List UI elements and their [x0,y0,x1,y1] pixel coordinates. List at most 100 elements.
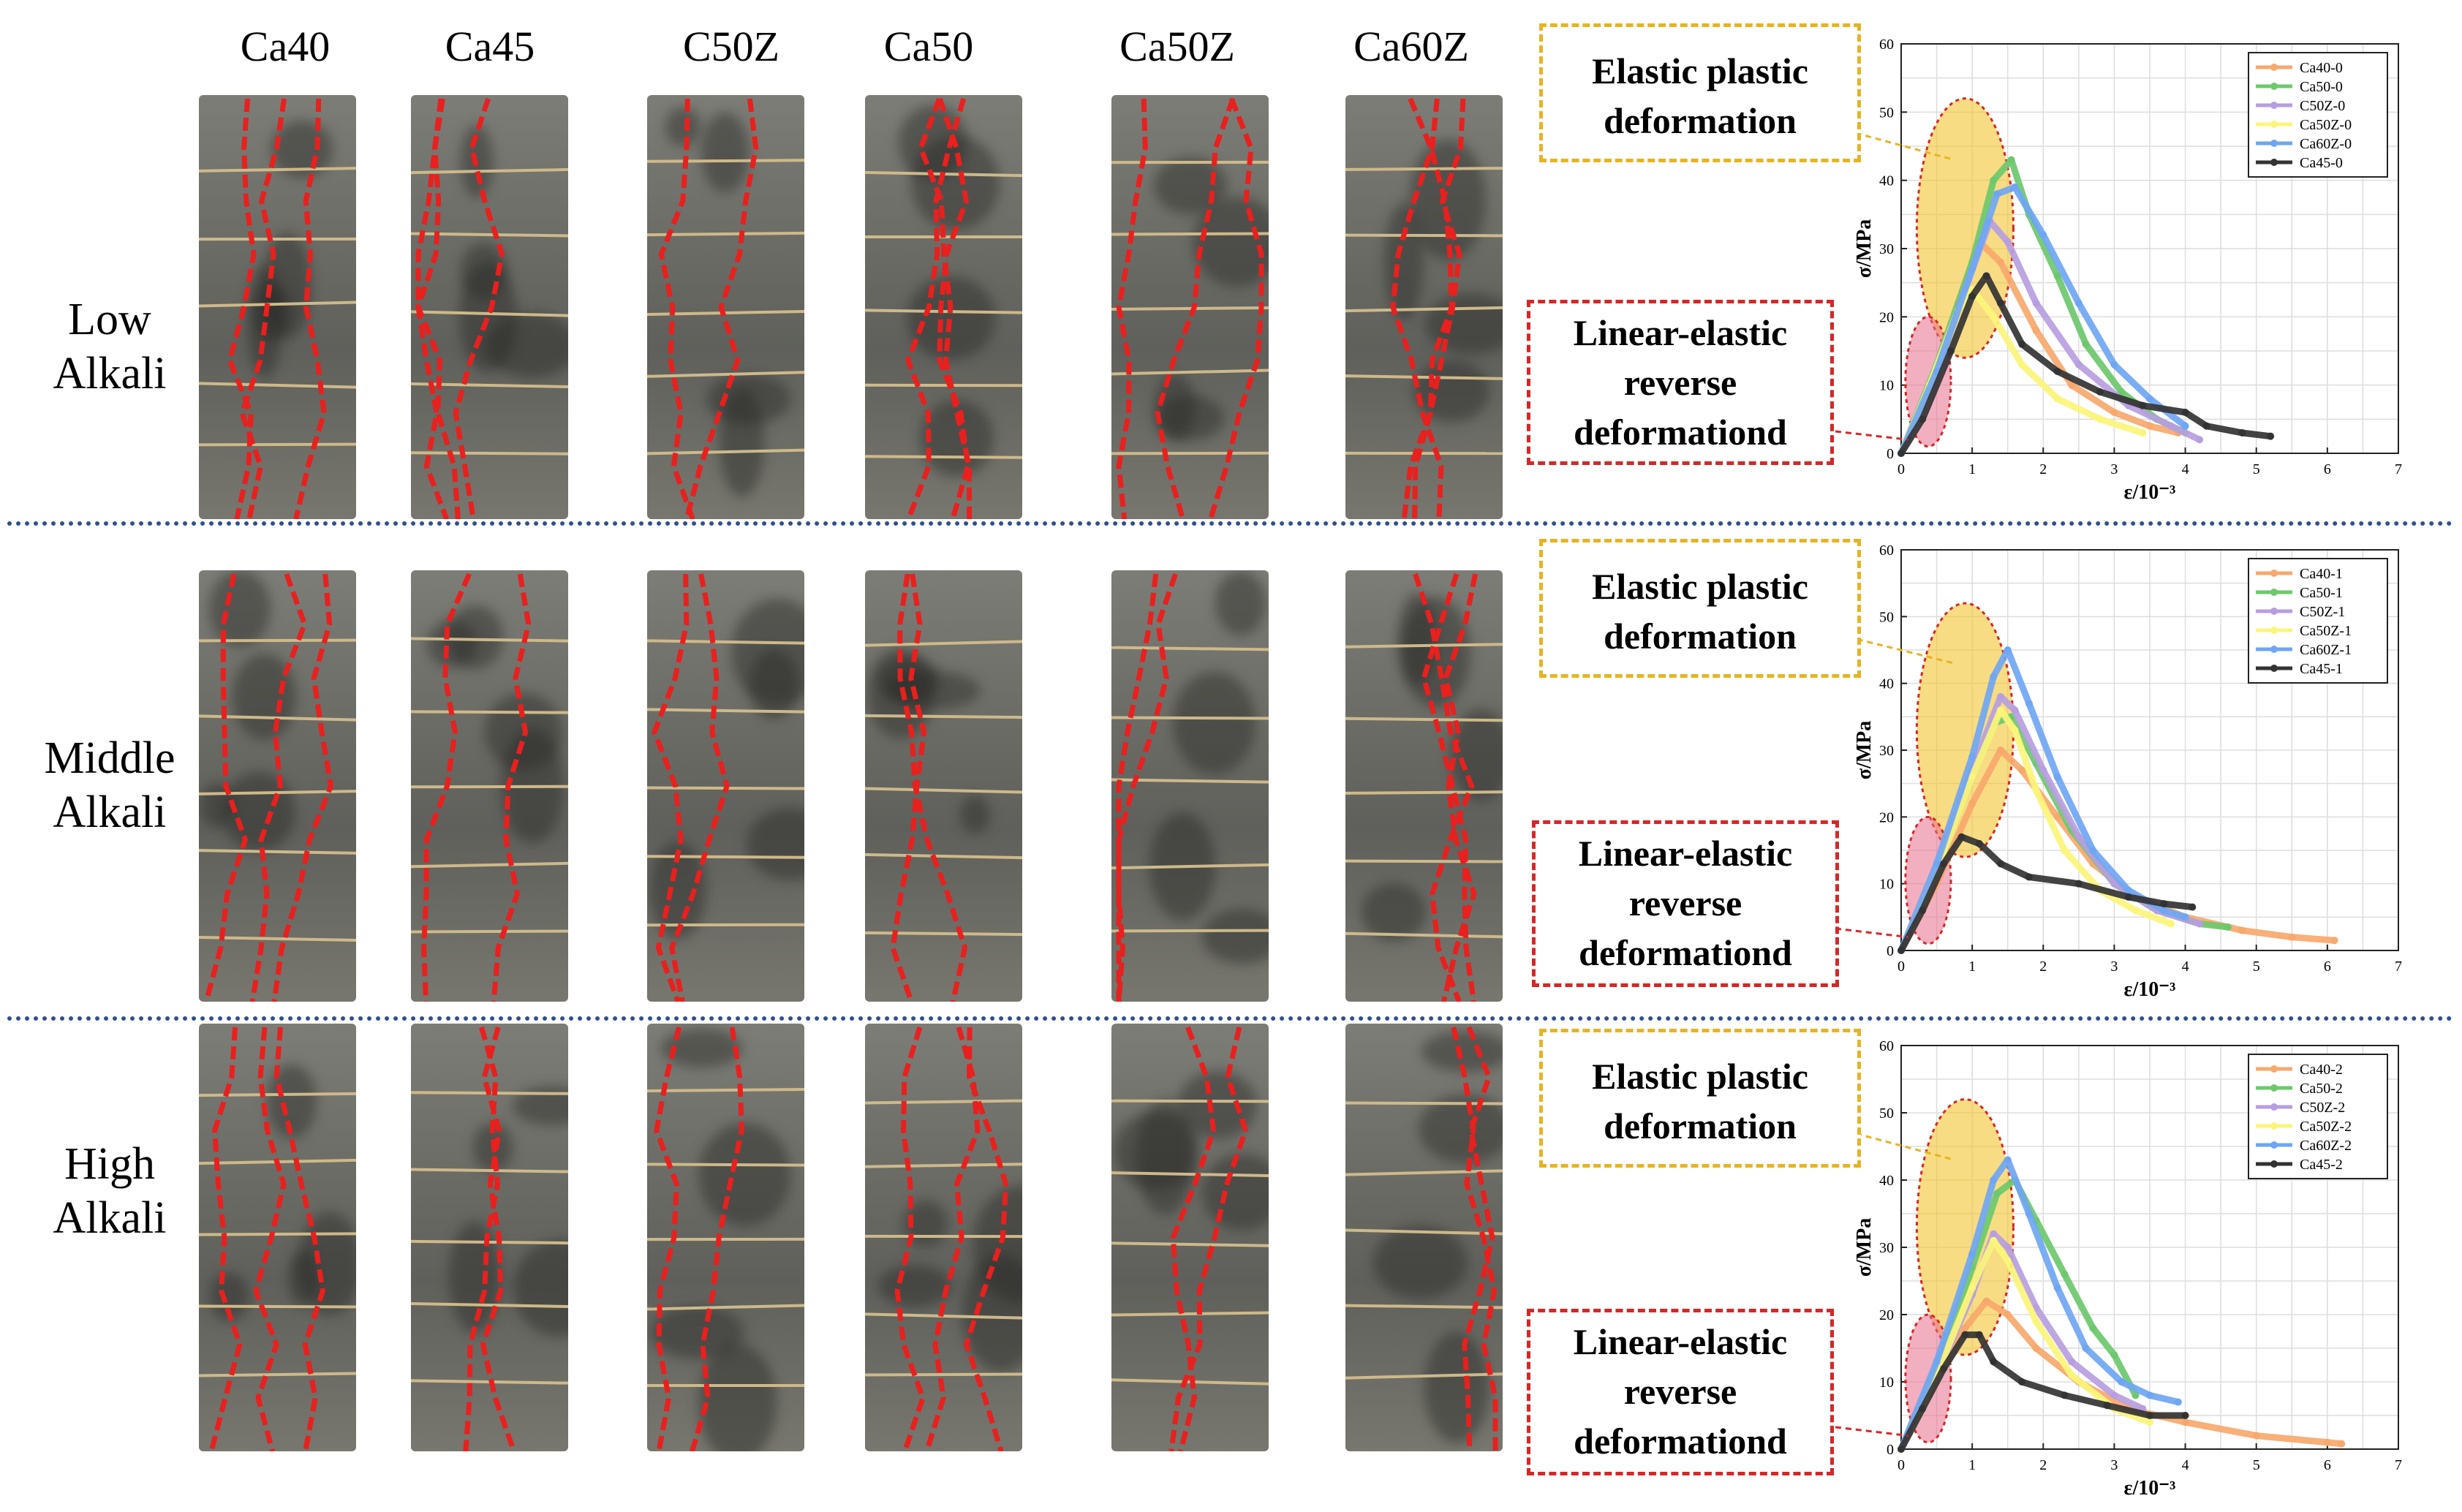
legend-label-ca60z-1: Ca60Z-1 [2300,642,2352,658]
data-point-ca50z-1 [2167,920,2175,928]
y-axis-label: σ/MPa [1853,721,1876,780]
stress-strain-chart-low-alkali: 0 1 2 3 4 5 6 7 0 10 20 30 40 50 60 ε/10⁻³ σ/MPa Ca40-0 Ca… [1608,37,2402,504]
linear-note-line1: Linear-elastic [1578,833,1793,874]
data-point-ca50z-1 [1968,773,1976,781]
crack-trace [453,97,505,519]
x-tick-label: 7 [2395,1457,2402,1473]
x-tick-label: 3 [2110,959,2118,975]
row-label-low-line2: Alkali [53,349,167,398]
series-line-ca50z-1 [1898,706,2175,954]
crack-trace [1116,572,1178,1002]
legend-marker-ca50-2 [2270,1084,2278,1092]
row-label-middle-line1: Middle [44,733,175,783]
crack-trace [227,98,257,519]
specimen-photo-low-ca40 [199,95,356,519]
x-tick-label: 0 [1898,461,1905,477]
specimen-photo-high-ca45 [411,1024,568,1451]
elastic-plastic-note-high: Elastic plastic deformation [1539,1029,1861,1168]
data-point-ca60z-0 [2146,395,2153,403]
data-point-c50z-0 [2004,238,2012,246]
data-point-ca50z-0 [2139,429,2147,436]
legend-label-ca50z-2: Ca50Z-2 [2300,1119,2352,1135]
x-axis-label: ε/10⁻³ [2124,481,2176,504]
y-tick-label: 0 [1887,943,1894,959]
x-tick-label: 6 [2324,1457,2331,1473]
data-point-ca50-0 [2082,340,2090,348]
legend-label-c50z-2: C50Z-2 [2300,1100,2345,1116]
legend-marker-ca50-1 [2270,589,2278,596]
crack-trace [1441,573,1479,1002]
crack-trace [963,1027,1009,1451]
elastic-note-line2: deformation [1604,100,1797,141]
legend-box [2248,1054,2388,1179]
data-point-ca60z-0 [2074,299,2082,307]
legend-marker-ca60z-1 [2270,646,2278,653]
row-label-high: High Alkali [15,1137,205,1245]
data-point-ca45-1 [2124,893,2132,901]
y-tick-label: 40 [1879,173,1894,189]
x-tick-label: 1 [1968,959,1976,975]
specimen-photo-high-ca60z [1345,1024,1503,1451]
column-label-ca40: Ca40 [240,23,331,70]
crack-trace [937,97,971,519]
legend-marker-ca40-2 [2270,1065,2278,1073]
data-point-ca50z-0 [2096,415,2104,423]
data-point-ca50z-0 [1990,313,1998,321]
data-point-ca60z-0 [1993,190,2001,198]
legend-label-c50z-1: C50Z-1 [2300,604,2345,620]
data-point-ca45-1 [1997,860,2004,868]
legend-label-ca45-0: Ca45-0 [2300,155,2343,171]
data-point-ca40-0 [2110,409,2118,416]
x-tick-label: 5 [2253,461,2260,477]
data-point-ca40-2 [1982,1297,1990,1305]
legend-label-ca50-2: Ca50-2 [2300,1081,2343,1097]
data-point-ca50-2 [1993,1190,2001,1198]
data-point-c50z-1 [2039,766,2047,774]
data-point-c50z-0 [2074,360,2082,368]
data-point-ca45-2 [2103,1402,2111,1410]
data-point-ca50z-2 [2032,1318,2040,1326]
data-point-ca50z-2 [2004,1257,2012,1265]
legend-marker-c50z-2 [2270,1103,2278,1111]
crack-trace [239,98,287,519]
data-point-ca50z-1 [2011,726,2019,734]
y-tick-label: 20 [1879,309,1894,325]
row-label-low: Low Alkali [15,292,205,401]
data-point-ca45-0 [2181,409,2189,416]
data-point-ca60z-0 [2039,231,2047,239]
y-tick-label: 30 [1879,1240,1894,1256]
data-point-c50z-1 [1997,692,2004,700]
y-axis-label: σ/MPa [1853,1218,1876,1277]
crack-trace [897,573,968,1002]
data-point-ca45-0 [1968,292,1976,300]
x-tick-label: 3 [2110,1457,2118,1473]
x-tick-label: 6 [2324,959,2331,975]
linear-note-line1: Linear-elastic [1573,1321,1788,1362]
y-tick-label: 60 [1879,1038,1894,1054]
row-label-middle-line2: Alkali [53,787,167,837]
specimen-photo-middle-ca40 [199,570,356,1002]
legend-marker-ca60z-0 [2270,140,2278,147]
legend-marker-ca50z-2 [2270,1122,2278,1130]
specimen-photo-low-c50z [647,95,804,519]
data-point-ca45-2 [2181,1412,2189,1419]
data-point-ca45-0 [1947,347,1955,355]
legend-marker-c50z-0 [2270,102,2278,109]
data-point-ca60z-2 [2146,1391,2153,1399]
y-tick-label: 50 [1879,1105,1894,1122]
crack-trace [273,1027,325,1451]
data-point-c50z-2 [2068,1358,2076,1366]
crack-trace [203,573,249,1002]
crack-trace [1408,97,1454,519]
legend-label-ca45-2: Ca45-2 [2300,1157,2343,1173]
crack-trace [918,97,973,519]
elastic-plastic-region [1915,97,2014,359]
crack-trace [1116,573,1159,1002]
crack-trace [668,573,730,1002]
data-point-ca45-1 [2025,873,2033,881]
legend-box [2248,558,2388,684]
specimen-photo-high-ca40 [199,1024,356,1451]
linear-leader-line [1835,430,1908,441]
x-tick-label: 6 [2324,461,2331,477]
x-tick-label: 2 [2039,461,2047,477]
